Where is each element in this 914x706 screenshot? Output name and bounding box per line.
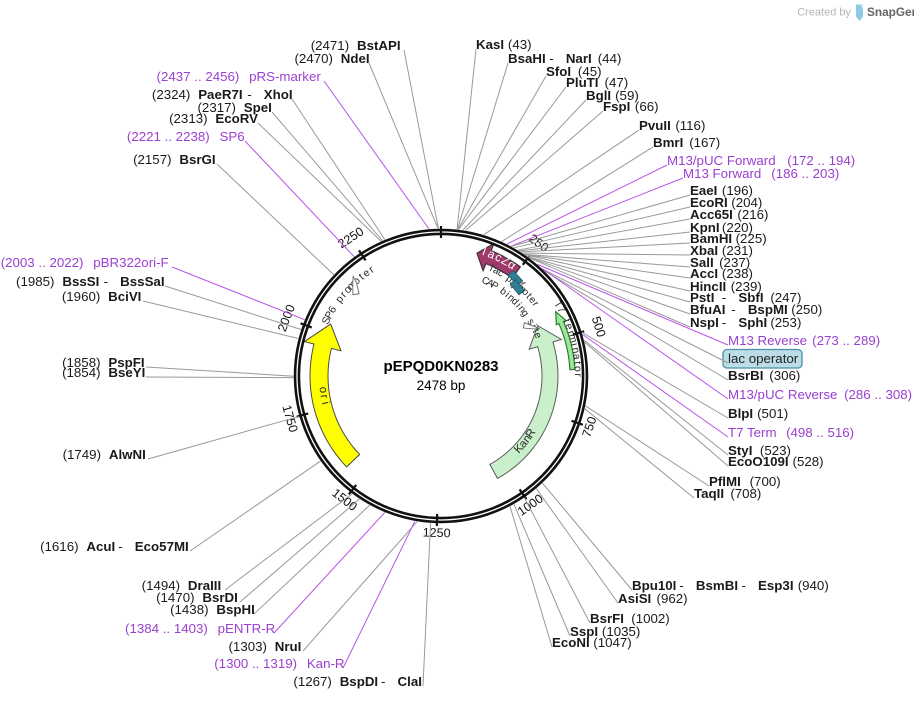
svg-text:AsiSI (962): AsiSI (962) xyxy=(618,591,688,606)
svg-text:Created by: Created by xyxy=(797,7,851,19)
svg-text:BmrI (167): BmrI (167) xyxy=(653,135,720,150)
svg-text:(1960) BciVI: (1960) BciVI xyxy=(62,289,142,304)
svg-text:M13 Forward (186 .. 203): M13 Forward (186 .. 203) xyxy=(683,166,839,181)
svg-text:lac operator: lac operator xyxy=(728,351,799,366)
svg-text:(2003 .. 2022) pBR322ori-F: (2003 .. 2022) pBR322ori-F xyxy=(1,255,169,270)
svg-text:T7 Term (498 .. 516): T7 Term (498 .. 516) xyxy=(728,425,854,440)
svg-text:(2437 .. 2456) pRS-marker: (2437 .. 2456) pRS-marker xyxy=(157,69,322,84)
svg-text:FspI (66): FspI (66) xyxy=(603,99,659,114)
svg-text:2250: 2250 xyxy=(335,224,366,251)
svg-text:(1384 .. 1403) pENTR-R: (1384 .. 1403) pENTR-R xyxy=(125,621,275,636)
svg-text:(2470) NdeI: (2470) NdeI xyxy=(295,51,370,66)
svg-text:(1749) AlwNI: (1749) AlwNI xyxy=(63,447,146,462)
svg-text:(2157) BsrGI: (2157) BsrGI xyxy=(133,152,216,167)
svg-text:EcoO109I (528): EcoO109I (528) xyxy=(728,454,824,469)
svg-text:(1300 .. 1319) Kan-R: (1300 .. 1319) Kan-R xyxy=(214,656,344,671)
svg-text:(1854) BseYI: (1854) BseYI xyxy=(62,365,145,380)
svg-text:1250: 1250 xyxy=(423,526,451,541)
svg-text:SnapGene: SnapGene xyxy=(867,5,914,19)
svg-text:TaqII (708): TaqII (708) xyxy=(694,486,761,501)
svg-text:500: 500 xyxy=(589,315,609,339)
svg-text:EcoNI (1047): EcoNI (1047) xyxy=(552,635,632,650)
svg-text:BsrBI (306): BsrBI (306) xyxy=(728,368,800,383)
svg-text:(1303) NruI: (1303) NruI xyxy=(229,639,302,654)
svg-text:NspI - SphI (253): NspI - SphI (253) xyxy=(690,315,801,330)
svg-text:KasI (43): KasI (43) xyxy=(476,37,532,52)
svg-text:2000: 2000 xyxy=(275,303,298,334)
svg-text:2478 bp: 2478 bp xyxy=(417,378,466,393)
svg-text:pEPQD0KN0283: pEPQD0KN0283 xyxy=(383,358,498,375)
svg-text:PvuII (116): PvuII (116) xyxy=(639,118,705,133)
svg-text:(1267) BspDI - ClaI: (1267) BspDI - ClaI xyxy=(293,674,422,689)
svg-text:BlpI (501): BlpI (501) xyxy=(728,406,788,421)
svg-text:(1616) AcuI - Eco57MI: (1616) AcuI - Eco57MI xyxy=(40,539,189,554)
svg-text:M13/pUC Reverse (286 .. 308: M13/pUC Reverse (286 .. 308) xyxy=(728,387,912,402)
svg-text:(2221 .. 2238) SP6: (2221 .. 2238) SP6 xyxy=(127,129,245,144)
svg-text:M13 Reverse (273 .. 289): M13 Reverse (273 .. 289) xyxy=(728,333,880,348)
svg-text:(1985) BssSI - BssSaI: (1985) BssSI - BssSaI xyxy=(16,274,164,289)
